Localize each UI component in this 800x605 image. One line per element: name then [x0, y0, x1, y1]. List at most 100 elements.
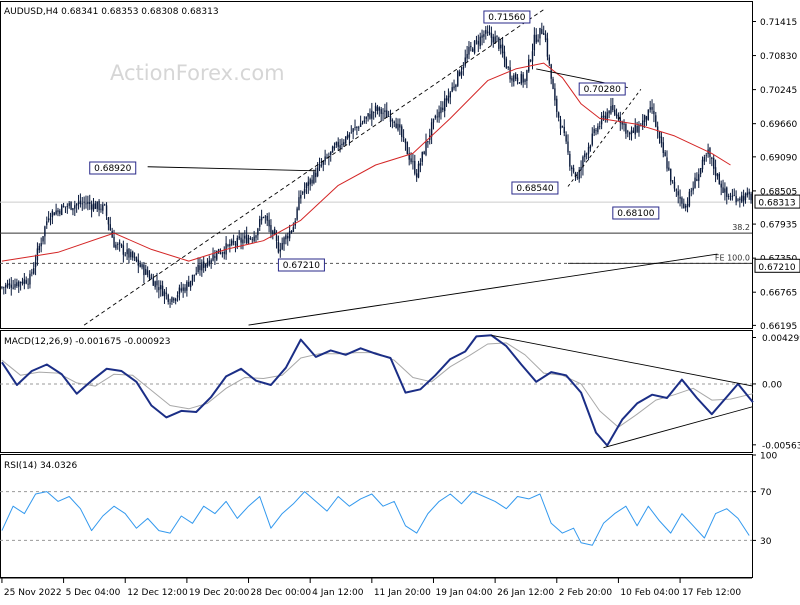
- x-axis-tick-label: 26 Jan 12:00: [497, 588, 554, 598]
- candle: [53, 212, 55, 216]
- price-y-tick-label: 0.68505: [760, 187, 797, 197]
- candle: [690, 190, 692, 192]
- candle: [249, 238, 252, 239]
- candle: [621, 121, 623, 125]
- candle: [670, 168, 672, 182]
- candle: [12, 287, 14, 289]
- candle: [126, 249, 128, 255]
- candle: [546, 38, 549, 57]
- candle: [382, 112, 384, 114]
- candle: [59, 210, 61, 214]
- candle: [66, 206, 69, 207]
- candle: [120, 244, 123, 247]
- candle: [451, 87, 453, 92]
- candle: [585, 153, 588, 155]
- candle: [150, 277, 153, 279]
- candle: [19, 282, 22, 283]
- candle: [664, 152, 666, 157]
- candle: [636, 125, 638, 132]
- candle: [346, 134, 349, 139]
- candle: [61, 205, 63, 216]
- price-y-tick-label: 0.69090: [760, 153, 797, 163]
- candle: [1, 287, 3, 288]
- candle: [485, 29, 487, 34]
- fe-100-label: FE 100.0: [715, 253, 750, 262]
- candle: [401, 126, 403, 137]
- candle: [656, 126, 659, 132]
- candle: [62, 206, 65, 207]
- candle: [169, 302, 171, 304]
- candle: [606, 112, 608, 121]
- candle: [684, 205, 687, 208]
- candle: [290, 231, 293, 233]
- candle: [100, 208, 102, 210]
- candle: [29, 273, 31, 285]
- candle: [612, 105, 614, 110]
- macd-y-tick-label: 0.00: [762, 380, 782, 390]
- candle: [649, 107, 651, 110]
- candle: [132, 251, 134, 258]
- candle: [548, 57, 551, 64]
- candle: [634, 124, 636, 135]
- candle: [543, 33, 545, 35]
- candle: [358, 127, 360, 129]
- candle: [266, 215, 268, 221]
- candle: [419, 162, 422, 166]
- candle: [296, 208, 298, 220]
- swing-marker-label: 0.67210: [283, 261, 320, 271]
- candle: [285, 235, 287, 240]
- candle: [371, 110, 373, 119]
- candle: [714, 167, 717, 176]
- candle: [260, 217, 263, 221]
- candle: [208, 260, 210, 265]
- candle: [227, 244, 229, 246]
- candle: [483, 34, 485, 37]
- candle: [348, 134, 351, 138]
- rsi-y-tick-label: 70: [760, 488, 772, 498]
- candle: [533, 34, 536, 51]
- candle: [49, 218, 52, 220]
- candle: [14, 284, 16, 288]
- candle: [537, 39, 539, 42]
- candle: [341, 143, 343, 146]
- candle: [718, 173, 721, 185]
- candle: [642, 120, 644, 128]
- swing-marker-label: 0.71560: [488, 13, 525, 23]
- candle: [722, 187, 724, 194]
- candle: [70, 201, 72, 210]
- candle: [737, 199, 739, 201]
- candle: [4, 285, 7, 288]
- candle: [677, 191, 679, 196]
- candle: [174, 298, 177, 301]
- candle: [64, 206, 67, 208]
- candle: [703, 157, 706, 162]
- candle: [494, 36, 496, 44]
- swing-marker-box: [89, 161, 137, 175]
- candle: [578, 169, 580, 180]
- candle: [395, 123, 397, 129]
- candle: [376, 106, 379, 111]
- candle: [57, 210, 59, 213]
- candle: [507, 66, 509, 68]
- candle: [124, 254, 126, 256]
- candle: [432, 118, 435, 123]
- candle: [154, 281, 156, 288]
- candle: [165, 292, 168, 294]
- candle: [479, 36, 481, 47]
- candle: [102, 204, 104, 211]
- candle: [742, 196, 745, 202]
- candle: [716, 173, 719, 177]
- candle: [421, 152, 423, 162]
- candle: [671, 180, 674, 182]
- candle: [335, 142, 338, 146]
- candle: [589, 145, 592, 149]
- candle: [344, 136, 347, 144]
- candle: [176, 295, 179, 298]
- candle: [593, 128, 595, 134]
- candle: [231, 240, 233, 245]
- candle: [655, 115, 657, 127]
- x-axis-tick-label: 10 Feb 04:00: [620, 588, 679, 598]
- candle: [643, 114, 646, 122]
- x-axis-tick-label: 17 Feb 12:00: [682, 588, 741, 598]
